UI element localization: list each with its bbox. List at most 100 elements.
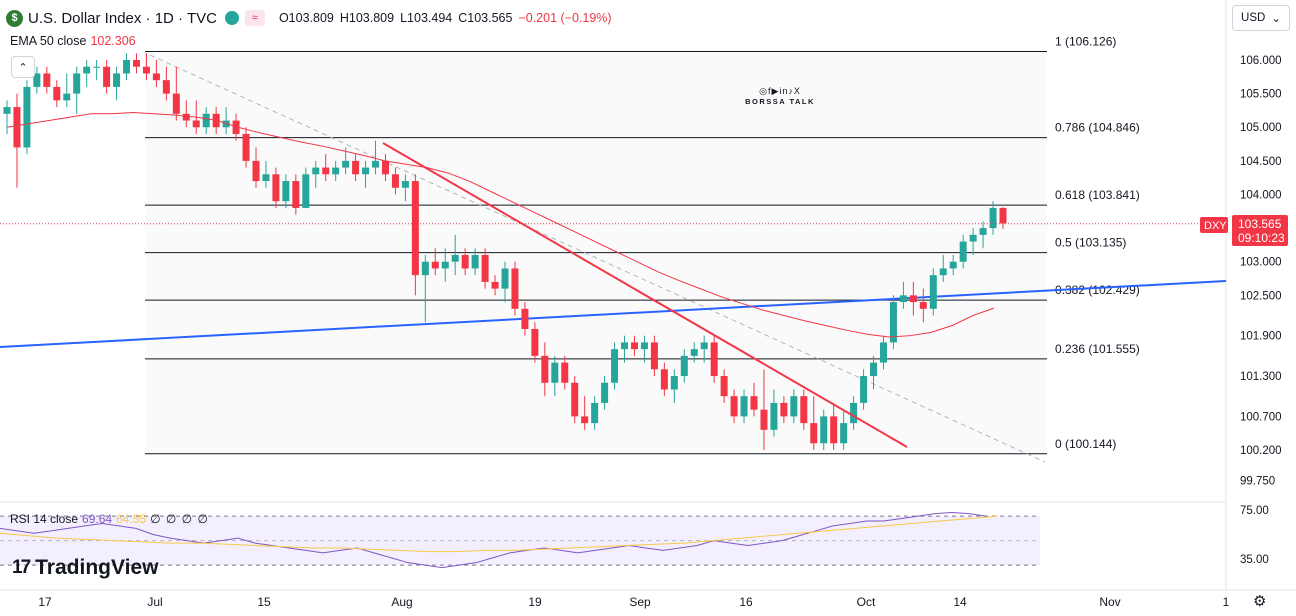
candle-body bbox=[820, 416, 828, 444]
price-axis-label: 103.000 bbox=[1240, 257, 1282, 269]
candle-body bbox=[43, 73, 51, 87]
symbol-tag-label: DXY bbox=[1204, 220, 1227, 232]
symbol-title[interactable]: U.S. Dollar Index · 1D · TVC bbox=[28, 9, 217, 27]
tradingview-logo[interactable]: 17 TradingView bbox=[12, 556, 158, 580]
candle-body bbox=[501, 268, 509, 289]
price-tag-countdown: 09:10:23 bbox=[1238, 231, 1285, 245]
candle-body bbox=[660, 369, 668, 390]
candle-body bbox=[850, 402, 858, 424]
rsi-label: RSI 14 close bbox=[10, 512, 79, 526]
fib-level-label: 0.5 (103.135) bbox=[1055, 236, 1126, 250]
currency-label: USD bbox=[1241, 12, 1266, 24]
gear-icon[interactable]: ⚙ bbox=[1253, 593, 1267, 610]
time-axis-label: 19 bbox=[528, 595, 542, 609]
fib-level-label: 1 (106.126) bbox=[1055, 35, 1116, 49]
candle-body bbox=[461, 255, 469, 269]
currency-selector[interactable]: USD ⌄ bbox=[1232, 5, 1290, 31]
time-axis-label: Oct bbox=[857, 595, 876, 609]
rsi-axis-label: 75.00 bbox=[1240, 505, 1269, 517]
candle-body bbox=[132, 60, 140, 67]
fib-level-label: 0.618 (103.841) bbox=[1055, 188, 1140, 202]
candle-body bbox=[611, 349, 619, 383]
candle-body bbox=[441, 261, 449, 269]
candle-body bbox=[690, 349, 698, 356]
watermark: ◎f▶in♪X BORSSA TALK bbox=[735, 86, 825, 106]
symbol-header: $ U.S. Dollar Index · 1D · TVC ≈ O103.80… bbox=[6, 8, 618, 28]
candle-body bbox=[451, 255, 459, 262]
candle-body bbox=[959, 241, 967, 262]
candle-body bbox=[929, 275, 937, 309]
price-axis-label: 100.700 bbox=[1240, 411, 1282, 423]
candle-body bbox=[640, 342, 648, 350]
candle-body bbox=[471, 255, 479, 269]
candle-body bbox=[113, 73, 121, 87]
time-axis-label: Sep bbox=[629, 595, 651, 609]
ohlc-close: C103.565 bbox=[458, 11, 513, 25]
candle-body bbox=[93, 66, 101, 68]
rsi-value: 69.64 bbox=[82, 512, 113, 526]
candle-body bbox=[581, 416, 589, 424]
time-axis-label: 16 bbox=[739, 595, 753, 609]
candle-body bbox=[979, 228, 987, 235]
candle-body bbox=[421, 261, 429, 276]
social-icons: ◎f▶in♪X bbox=[759, 86, 801, 96]
candle-body bbox=[680, 355, 688, 377]
collapse-legend-button[interactable]: ⌃ bbox=[11, 56, 35, 78]
candle-body bbox=[740, 396, 748, 417]
dollar-icon: $ bbox=[6, 9, 23, 27]
chevron-down-icon: ⌄ bbox=[1271, 13, 1281, 25]
candle-body bbox=[800, 396, 808, 424]
candle-body bbox=[322, 167, 330, 175]
price-axis-label: 104.500 bbox=[1240, 156, 1282, 168]
dashed-trendline bbox=[149, 54, 1046, 463]
ema-value: 102.306 bbox=[90, 34, 136, 48]
candle-body bbox=[401, 181, 409, 188]
symbol-tag bbox=[1200, 217, 1228, 233]
price-axis-label: 106.000 bbox=[1240, 55, 1282, 67]
candle-body bbox=[630, 342, 638, 350]
candle-body bbox=[411, 181, 419, 276]
tradingview-logo-icon: 17 bbox=[12, 557, 31, 578]
candle-body bbox=[242, 133, 250, 161]
candle-body bbox=[939, 268, 947, 276]
rsi-ma-value: 64.55 bbox=[116, 512, 147, 526]
market-status-icon[interactable]: ≈ bbox=[244, 10, 265, 26]
candle-body bbox=[531, 328, 539, 356]
candle-body bbox=[710, 342, 718, 377]
time-axis-label: Jul bbox=[147, 595, 162, 609]
candle-body bbox=[123, 60, 131, 74]
time-axis-label: Aug bbox=[391, 595, 412, 609]
candle-body bbox=[670, 376, 678, 390]
rsi-legend[interactable]: RSI 14 close 69.64 64.55 ∅ ∅ ∅ ∅ bbox=[10, 512, 209, 526]
chevron-up-icon: ⌃ bbox=[18, 61, 28, 74]
ema-label: EMA 50 close bbox=[10, 34, 87, 48]
fib-level-label: 0.786 (104.846) bbox=[1055, 121, 1140, 135]
candle-body bbox=[63, 93, 71, 101]
ohlc-low: L103.494 bbox=[400, 11, 453, 25]
candle-body bbox=[481, 255, 489, 282]
candle-body bbox=[999, 207, 1007, 224]
ema-legend[interactable]: EMA 50 close 102.306 bbox=[10, 34, 136, 48]
candle-body bbox=[879, 342, 887, 363]
candle-body bbox=[381, 160, 389, 175]
candle-body bbox=[272, 174, 280, 202]
candle-body bbox=[302, 174, 310, 208]
candle-body bbox=[192, 120, 200, 128]
candle-body bbox=[431, 261, 439, 269]
candle-body bbox=[182, 113, 190, 121]
candle-body bbox=[969, 234, 977, 242]
candle-body bbox=[332, 167, 340, 175]
ohlc-change: −0.201 (−0.19%) bbox=[518, 11, 612, 25]
candle-body bbox=[511, 268, 519, 309]
price-axis-label: 102.500 bbox=[1240, 290, 1282, 302]
candle-body bbox=[551, 362, 559, 383]
candle-body bbox=[730, 396, 738, 417]
candle-body bbox=[561, 362, 569, 383]
candle-body bbox=[780, 402, 788, 417]
candle-body bbox=[899, 295, 907, 303]
candle-body bbox=[292, 181, 300, 208]
candle-body bbox=[621, 342, 629, 350]
candle-body bbox=[989, 207, 997, 229]
price-tag-value: 103.565 bbox=[1238, 217, 1282, 231]
